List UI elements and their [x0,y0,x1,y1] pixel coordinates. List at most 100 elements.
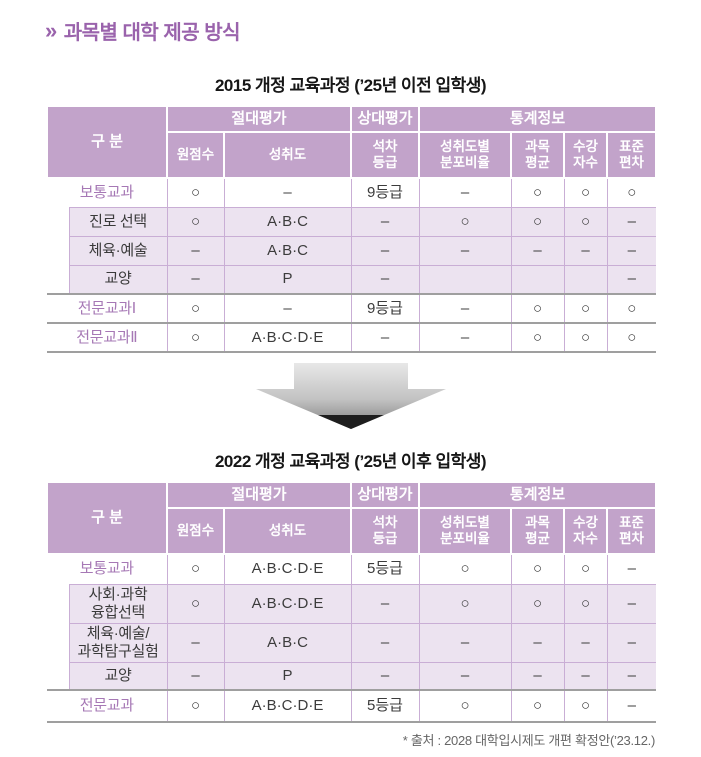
cell: ○ [510,206,565,236]
col-header-achievement: 성취도 [222,131,353,179]
cell: ○ [606,178,657,207]
cell: ○ [166,583,224,623]
cell: ○ [166,322,224,353]
cell: P [223,264,352,294]
table-row: 진로 선택 ○ A·B·C – ○ ○ ○ – [47,206,657,236]
cell: ○ [563,689,608,723]
row-label: 전문교과Ⅰ [47,293,167,323]
cell: ○ [510,322,565,353]
indent-spacer [47,265,69,294]
cell: 9등급 [350,178,420,207]
cell: ○ [166,293,224,323]
indent-spacer [47,207,69,236]
table-row: 전문교과 ○ A·B·C·D·E 5등급 ○ ○ ○ – [47,689,657,723]
col-header-subject-avg: 과목 평균 [510,131,566,179]
cell: ○ [418,554,512,584]
cell: – [418,322,512,353]
cell: – [166,264,224,294]
cell: A·B·C·D·E [223,554,352,584]
cell: – [606,689,657,723]
row-label: 진로 선택 [68,206,167,236]
cell: – [418,622,512,662]
table-row: 전문교과Ⅰ ○ – 9등급 – ○ ○ ○ [47,293,657,323]
row-label: 보통교과 [79,560,134,578]
cell: – [606,235,657,265]
cell: ○ [563,583,608,623]
table-2015-header: 구 분 절대평가 상대평가 통계정보 원점수 성취도 석차 등급 성취도별 분포… [46,105,658,179]
cell: – [350,235,420,265]
cell: – [166,235,224,265]
col-header-subject-avg: 과목 평균 [510,507,566,555]
cell: – [418,661,512,690]
cell: A·B·C·D·E [223,583,352,623]
cell: ○ [510,554,565,584]
cell: ○ [510,293,565,323]
cell: 5등급 [350,689,420,723]
cell: ○ [563,293,608,323]
row-label: 체육·예술/ 과학탐구실험 [68,622,167,662]
col-header-enrollment: 수강 자수 [563,507,609,555]
cell: – [223,178,352,207]
down-arrow-icon [255,363,446,429]
cell: – [606,661,657,690]
cell [563,264,608,294]
cell: – [418,178,512,207]
double-chevron-icon: » [45,17,57,43]
cell: – [350,322,420,353]
cell: ○ [510,689,565,723]
cell: – [350,264,420,294]
cell: – [510,622,565,662]
cell: ○ [563,322,608,353]
page-title-text: 과목별 대학 제공 방식 [63,22,241,44]
indent-spacer [47,584,69,623]
col-header-distribution: 성취도별 분포비율 [418,131,513,179]
col-group-relative-eval: 상대평가 [350,481,421,509]
row-label: 체육·예술 [68,235,167,265]
col-group-statistics: 통계정보 [418,105,658,133]
table-row: 전문교과Ⅱ ○ A·B·C·D·E – – ○ ○ ○ [47,322,657,353]
indent-spacer [47,662,69,690]
cell: ○ [166,554,224,584]
cell: – [606,264,657,294]
cell [510,264,565,294]
col-header-std-dev: 표준 편차 [606,131,658,179]
table-2022-header: 구 분 절대평가 상대평가 통계정보 원점수 성취도 석차 등급 성취도별 분포… [46,481,658,555]
row-label: 교양 [68,264,167,294]
table-2015: 구 분 절대평가 상대평가 통계정보 원점수 성취도 석차 등급 성취도별 분포… [46,105,658,353]
cell: – [606,583,657,623]
cell: ○ [563,206,608,236]
table-2015-title: 2015 개정 교육과정 (’25년 이전 입학생) [214,76,487,95]
cell: – [606,622,657,662]
table-2022: 구 분 절대평가 상대평가 통계정보 원점수 성취도 석차 등급 성취도별 분포… [46,481,658,723]
cell: A·B·C [223,622,352,662]
col-header-raw-score: 원점수 [166,507,225,555]
cell: ○ [606,322,657,353]
cell: – [563,622,608,662]
col-group-statistics: 통계정보 [418,481,658,509]
cell: ○ [166,206,224,236]
cell: ○ [606,293,657,323]
cell: – [510,661,565,690]
table-2022-title: 2022 개정 교육과정 (’25년 이후 입학생) [214,452,487,471]
cell: 5등급 [350,554,420,584]
cell: – [606,554,657,584]
cell: A·B·C [223,235,352,265]
source-note: * 출처 : 2028 대학입시제도 개편 확정안(’23.12.) [402,733,656,748]
indent-spacer [47,623,69,662]
cell: – [223,293,352,323]
cell: – [563,661,608,690]
cell: – [606,206,657,236]
cell: – [563,235,608,265]
table-2015-section: 2015 개정 교육과정 (’25년 이전 입학생) 구 분 절대평가 상대평가… [46,71,658,353]
cell: P [223,661,352,690]
col-header-gubun: 구 분 [46,481,168,555]
col-group-absolute-eval: 절대평가 [165,105,353,133]
cell: – [350,661,420,690]
table-row: 보통교과 ○ A·B·C·D·E 5등급 ○ ○ ○ – [47,554,657,584]
table-row: 보통교과 ○ – 9등급 – ○ ○ ○ [47,178,657,207]
cell: ○ [418,689,512,723]
cell [418,264,512,294]
table-2022-section: 2022 개정 교육과정 (’25년 이후 입학생) 구 분 절대평가 상대평가… [46,447,658,723]
cell: ○ [510,178,565,207]
